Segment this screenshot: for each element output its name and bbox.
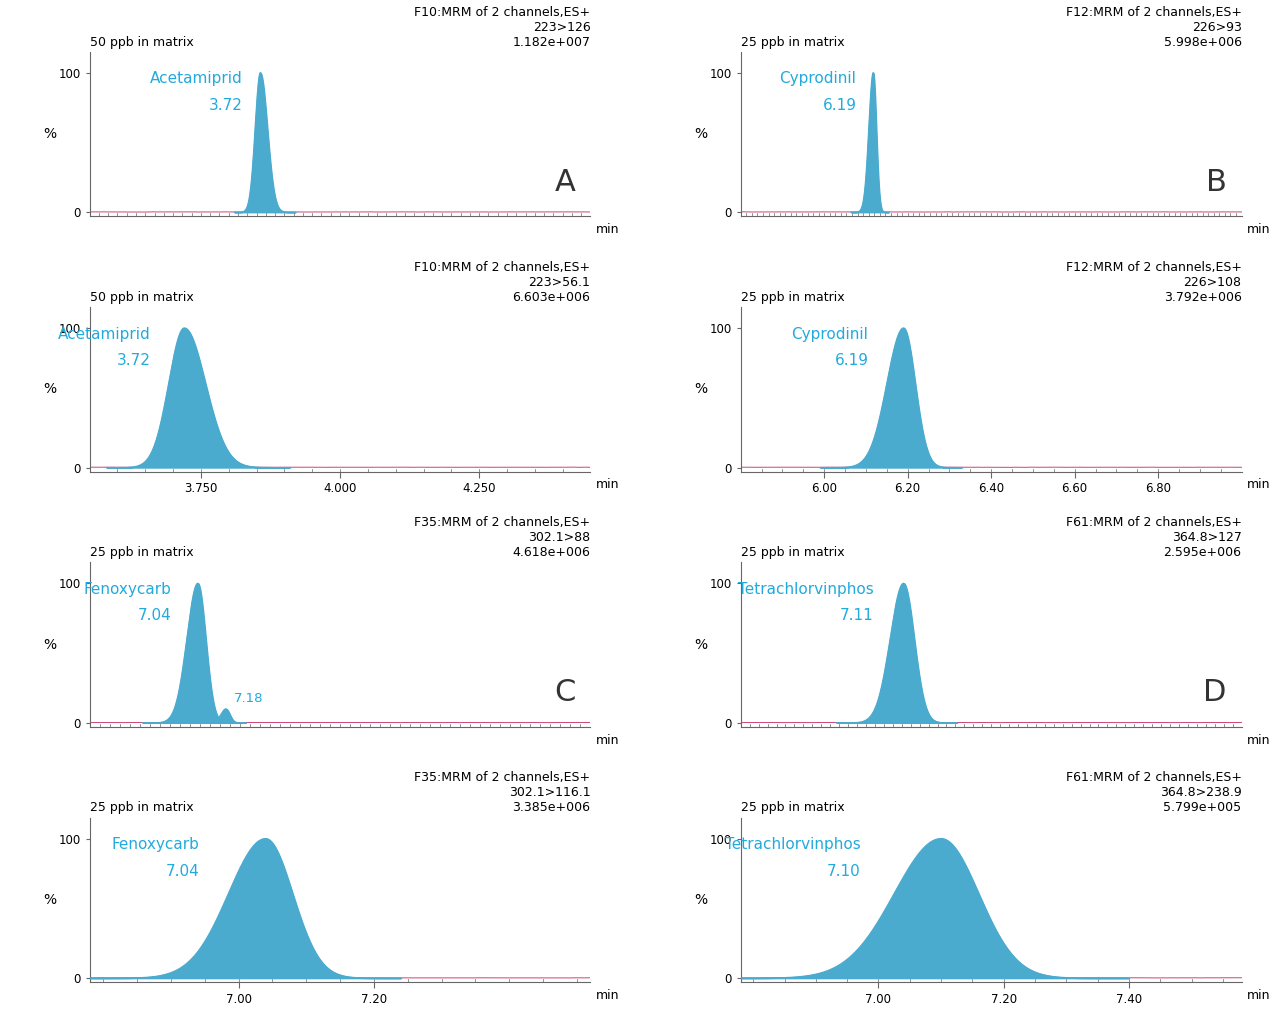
Y-axis label: %: %	[44, 638, 56, 651]
Text: 7.04: 7.04	[137, 608, 172, 624]
Y-axis label: %: %	[44, 127, 56, 141]
Text: F12:MRM of 2 channels,ES+
226>108
3.792e+006: F12:MRM of 2 channels,ES+ 226>108 3.792e…	[1066, 261, 1242, 304]
Text: 7.18: 7.18	[234, 692, 264, 704]
Y-axis label: %: %	[695, 893, 708, 907]
Text: 7.10: 7.10	[827, 863, 860, 879]
Text: 7.11: 7.11	[840, 608, 873, 624]
Text: F12:MRM of 2 channels,ES+
226>93
5.998e+006: F12:MRM of 2 channels,ES+ 226>93 5.998e+…	[1066, 5, 1242, 49]
Text: Cyprodinil: Cyprodinil	[791, 327, 868, 342]
Text: B: B	[1206, 168, 1226, 196]
Text: 3.72: 3.72	[209, 98, 242, 113]
Text: Tetrachlorvinphos: Tetrachlorvinphos	[737, 582, 873, 597]
Text: 7.04: 7.04	[166, 863, 200, 879]
Text: min: min	[1247, 223, 1270, 236]
Text: 25 ppb in matrix: 25 ppb in matrix	[741, 801, 845, 815]
Y-axis label: %: %	[695, 127, 708, 141]
Text: D: D	[1203, 678, 1226, 707]
Text: Cyprodinil: Cyprodinil	[780, 71, 856, 87]
Text: F10:MRM of 2 channels,ES+
223>56.1
6.603e+006: F10:MRM of 2 channels,ES+ 223>56.1 6.603…	[415, 261, 590, 304]
Text: 50 ppb in matrix: 50 ppb in matrix	[90, 35, 193, 49]
Text: F61:MRM of 2 channels,ES+
364.8>238.9
5.799e+005: F61:MRM of 2 channels,ES+ 364.8>238.9 5.…	[1066, 771, 1242, 815]
Text: Acetamiprid: Acetamiprid	[150, 71, 242, 87]
Y-axis label: %: %	[695, 383, 708, 396]
Text: 50 ppb in matrix: 50 ppb in matrix	[90, 291, 193, 304]
Text: min: min	[1247, 733, 1270, 747]
Text: A: A	[554, 168, 576, 196]
Text: Tetrachlorvinphos: Tetrachlorvinphos	[724, 838, 860, 852]
Text: Acetamiprid: Acetamiprid	[58, 327, 151, 342]
Text: min: min	[595, 733, 620, 747]
Text: 6.19: 6.19	[823, 98, 856, 113]
Text: min: min	[595, 479, 620, 491]
Text: min: min	[1247, 479, 1270, 491]
Text: 25 ppb in matrix: 25 ppb in matrix	[90, 546, 193, 559]
Text: F35:MRM of 2 channels,ES+
302.1>88
4.618e+006: F35:MRM of 2 channels,ES+ 302.1>88 4.618…	[415, 516, 590, 559]
Text: 3.72: 3.72	[116, 354, 151, 368]
Y-axis label: %: %	[44, 383, 56, 396]
Text: 25 ppb in matrix: 25 ppb in matrix	[90, 801, 193, 815]
Text: Fenoxycarb: Fenoxycarb	[111, 838, 200, 852]
Text: F61:MRM of 2 channels,ES+
364.8>127
2.595e+006: F61:MRM of 2 channels,ES+ 364.8>127 2.59…	[1066, 516, 1242, 559]
Text: 6.19: 6.19	[835, 354, 868, 368]
Text: C: C	[554, 678, 576, 707]
Text: 25 ppb in matrix: 25 ppb in matrix	[741, 291, 845, 304]
Text: 25 ppb in matrix: 25 ppb in matrix	[741, 546, 845, 559]
Text: min: min	[1247, 989, 1270, 1002]
Y-axis label: %: %	[695, 638, 708, 651]
Text: F10:MRM of 2 channels,ES+
223>126
1.182e+007: F10:MRM of 2 channels,ES+ 223>126 1.182e…	[415, 5, 590, 49]
Text: min: min	[595, 989, 620, 1002]
Text: min: min	[595, 223, 620, 236]
Text: F35:MRM of 2 channels,ES+
302.1>116.1
3.385e+006: F35:MRM of 2 channels,ES+ 302.1>116.1 3.…	[415, 771, 590, 815]
Text: 25 ppb in matrix: 25 ppb in matrix	[741, 35, 845, 49]
Y-axis label: %: %	[44, 893, 56, 907]
Text: Fenoxycarb: Fenoxycarb	[83, 582, 172, 597]
